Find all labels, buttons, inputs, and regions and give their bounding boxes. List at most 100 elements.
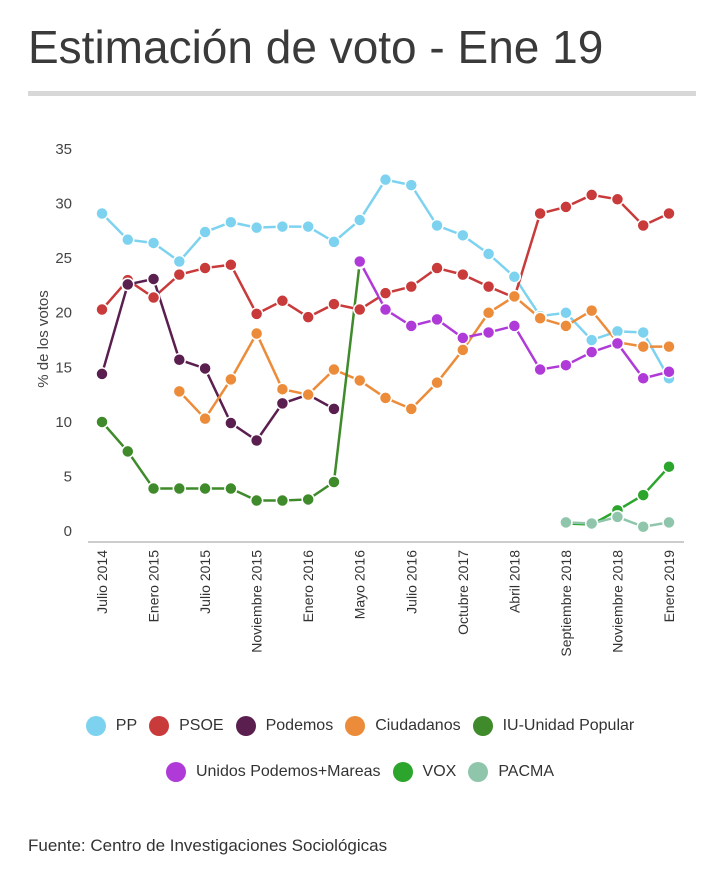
data-point <box>636 371 650 386</box>
x-tick-label: Enero 2019 <box>661 550 677 623</box>
data-point <box>481 306 496 320</box>
data-point <box>533 206 547 221</box>
data-point <box>198 261 212 275</box>
data-point <box>249 307 264 321</box>
data-point <box>610 336 625 351</box>
legend-label: IU-Unidad Popular <box>502 717 635 735</box>
data-point <box>404 178 419 192</box>
series-line-podemos <box>100 277 335 443</box>
data-point <box>95 415 109 429</box>
data-point <box>430 218 444 233</box>
data-point <box>533 362 547 377</box>
data-point <box>378 172 393 187</box>
data-point <box>481 325 496 340</box>
data-point <box>352 254 367 269</box>
data-point <box>121 444 135 459</box>
legend-swatch-icon <box>165 762 186 782</box>
legend-label: VOX <box>422 763 457 781</box>
legend-row-2: Unidos Podemos+Mareas VOX PACMA <box>0 762 720 782</box>
legend-label: PSOE <box>179 717 224 735</box>
data-point <box>456 267 470 282</box>
data-point <box>249 493 264 508</box>
data-point <box>172 352 187 367</box>
legend-label: PACMA <box>498 763 555 781</box>
data-point <box>224 215 238 229</box>
data-point <box>275 294 290 308</box>
data-point <box>404 279 419 294</box>
data-point <box>95 367 109 381</box>
y-tick-label: 5 <box>64 468 72 485</box>
data-point <box>249 220 264 235</box>
legend-item: IU-Unidad Popular <box>472 716 635 736</box>
data-point <box>327 475 341 489</box>
data-point <box>224 416 238 430</box>
data-point <box>198 481 212 496</box>
data-point <box>584 345 599 359</box>
data-point <box>327 235 341 249</box>
legend-item: VOX <box>392 762 457 782</box>
x-tick-label: Julio 2016 <box>403 550 419 614</box>
x-tick-label: Noviembre 2018 <box>609 550 625 653</box>
line-chart: 0 5 10 15 20 25 30 35 % de los votos Julio 2014 En… <box>35 141 684 657</box>
data-point <box>121 277 135 292</box>
data-point <box>95 302 109 317</box>
data-point <box>430 375 444 390</box>
legend-item: PSOE <box>149 716 224 736</box>
legend-label: Unidos Podemos+Mareas <box>195 763 381 781</box>
data-point <box>378 286 393 300</box>
data-point <box>584 188 599 202</box>
data-point <box>456 228 470 243</box>
data-point <box>636 519 650 534</box>
y-tick-label: 10 <box>55 414 72 431</box>
data-point <box>275 396 290 411</box>
data-point <box>275 493 290 508</box>
data-point <box>352 213 367 227</box>
data-point <box>456 331 470 345</box>
x-tick-label: Abril 2018 <box>506 550 522 613</box>
data-point <box>404 319 419 333</box>
source-note: Fuente: Centro de Investigaciones Sociol… <box>28 836 388 855</box>
data-point <box>172 267 187 282</box>
data-point <box>352 302 367 317</box>
legend-item: Unidos Podemos+Mareas <box>165 762 381 782</box>
legend-item: PP <box>85 716 138 736</box>
data-point <box>533 311 547 326</box>
legend-label: PP <box>115 717 138 735</box>
legend-item: Ciudadanos <box>345 716 461 736</box>
data-point <box>249 326 264 341</box>
data-point <box>584 333 599 347</box>
y-tick-label: 0 <box>64 523 72 540</box>
data-point <box>249 433 264 448</box>
y-tick-label: 35 <box>55 141 72 158</box>
data-point <box>610 192 625 207</box>
data-point <box>662 515 676 530</box>
data-point <box>275 219 290 234</box>
data-point <box>378 391 393 405</box>
data-point <box>301 219 315 234</box>
legend-swatch-icon <box>85 716 106 736</box>
data-point <box>481 279 496 294</box>
data-point <box>198 411 212 426</box>
data-point <box>224 481 238 496</box>
data-point <box>146 272 161 286</box>
data-point <box>224 372 238 387</box>
legend-item: Podemos <box>235 716 333 736</box>
data-point <box>430 261 444 275</box>
legend-swatch-icon <box>392 762 413 782</box>
data-point <box>95 206 109 221</box>
data-point <box>584 303 599 318</box>
data-point <box>121 232 135 247</box>
data-point <box>559 319 573 333</box>
data-point <box>404 402 419 416</box>
x-tick-label: Julio 2015 <box>197 550 213 614</box>
data-point <box>378 302 393 317</box>
data-point <box>662 206 676 221</box>
data-point <box>636 218 650 233</box>
data-point <box>301 492 315 507</box>
data-point <box>662 459 676 474</box>
chart-title: Estimación de voto - Ene 19 <box>28 21 604 73</box>
legend-swatch-icon <box>468 762 489 782</box>
data-point <box>610 510 625 524</box>
data-point <box>559 306 573 320</box>
x-tick-label: Noviembre 2015 <box>249 550 265 653</box>
